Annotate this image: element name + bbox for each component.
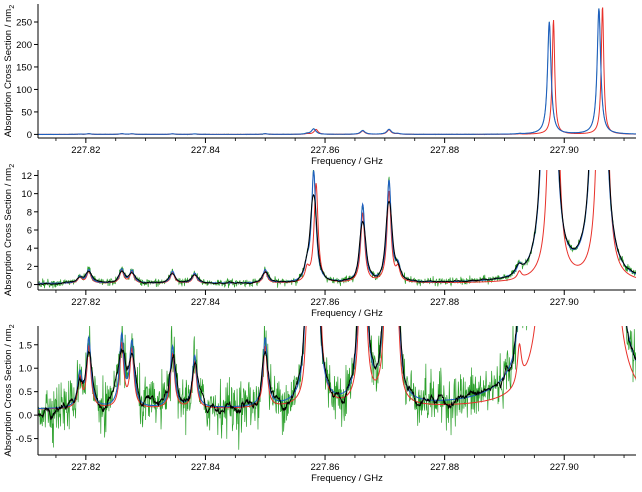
y-tick-label: -0.5 <box>16 434 32 445</box>
x-tick-label: 227.84 <box>191 145 220 156</box>
x-tick-label: 227.84 <box>191 297 220 308</box>
series-model <box>38 326 636 410</box>
x-tick-label: 227.88 <box>430 297 459 308</box>
x-tick-label: 227.90 <box>550 145 579 156</box>
y-tick-label: 0 <box>27 280 32 291</box>
panel-mid-zoom: 227.82 227.84 227.86 227.88 227.90 0 2 4 6 8 10 12 F… <box>3 164 636 319</box>
y-tick-label: 1.5 <box>19 340 32 351</box>
y-tick-label: 0.5 <box>19 387 32 398</box>
y-tick-label: 200 <box>16 40 32 51</box>
plot-area <box>38 326 636 450</box>
x-axis-label: Frequency / GHz <box>311 473 383 484</box>
y-axis-label-subscript: 2 <box>9 164 16 168</box>
x-tick-label: 227.88 <box>430 462 459 473</box>
series-fit <box>38 326 636 410</box>
series-model <box>38 170 636 284</box>
y-tick-label: 0.0 <box>19 411 32 422</box>
y-tick-label: 4 <box>27 244 32 255</box>
y-tick-label: 8 <box>27 207 32 218</box>
y-tick-label: 100 <box>16 85 32 96</box>
y-tick-label: 2 <box>27 262 32 273</box>
y-axis-label: Absorption Cross Section / nm2 <box>3 5 16 137</box>
series-observed <box>38 8 636 136</box>
y-axis-label: Absorption Cross Section / nm2 <box>3 164 16 296</box>
y-tick-label: 6 <box>27 226 32 237</box>
y-tick-label: 250 <box>16 17 32 28</box>
series-fit <box>38 8 636 135</box>
y-axis-label: Absorption Cross Section / nm2 <box>3 324 16 456</box>
x-tick-label: 227.90 <box>550 297 579 308</box>
series-smoothed <box>38 326 636 420</box>
x-tick-label: 227.86 <box>311 145 340 156</box>
x-axis-label: Frequency / GHz <box>311 308 383 319</box>
y-tick-label: 50 <box>21 107 32 118</box>
x-tick-label: 227.86 <box>311 297 340 308</box>
x-tick-label: 227.86 <box>311 462 340 473</box>
y-tick-label: 150 <box>16 62 32 73</box>
y-axis-label-subscript: 2 <box>9 324 16 328</box>
x-tick-label: 227.90 <box>550 462 579 473</box>
series-model <box>38 7 636 135</box>
panel-close-zoom: 227.82 227.84 227.86 227.88 227.90 -0.5 0.0 0.5… <box>3 324 636 484</box>
x-axis-label: Frequency / GHz <box>311 156 383 167</box>
y-tick-label: 1.0 <box>19 364 32 375</box>
series-observed <box>38 326 636 450</box>
plot-area <box>38 170 636 289</box>
panel-full-range: 227.82 227.84 227.86 227.88 227.90 0 50 100 150 2… <box>3 4 636 167</box>
series-smoothed <box>38 170 636 286</box>
x-tick-label: 227.88 <box>430 145 459 156</box>
y-tick-label: 10 <box>21 189 32 200</box>
y-tick-label: 12 <box>21 171 32 182</box>
y-tick-label: 0 <box>27 130 32 141</box>
plot-area <box>38 7 636 136</box>
x-tick-label: 227.82 <box>71 462 100 473</box>
x-tick-label: 227.82 <box>71 145 100 156</box>
x-tick-label: 227.84 <box>191 462 220 473</box>
y-axis-label-subscript: 2 <box>9 5 16 9</box>
x-tick-label: 227.82 <box>71 297 100 308</box>
series-fit <box>38 170 636 284</box>
